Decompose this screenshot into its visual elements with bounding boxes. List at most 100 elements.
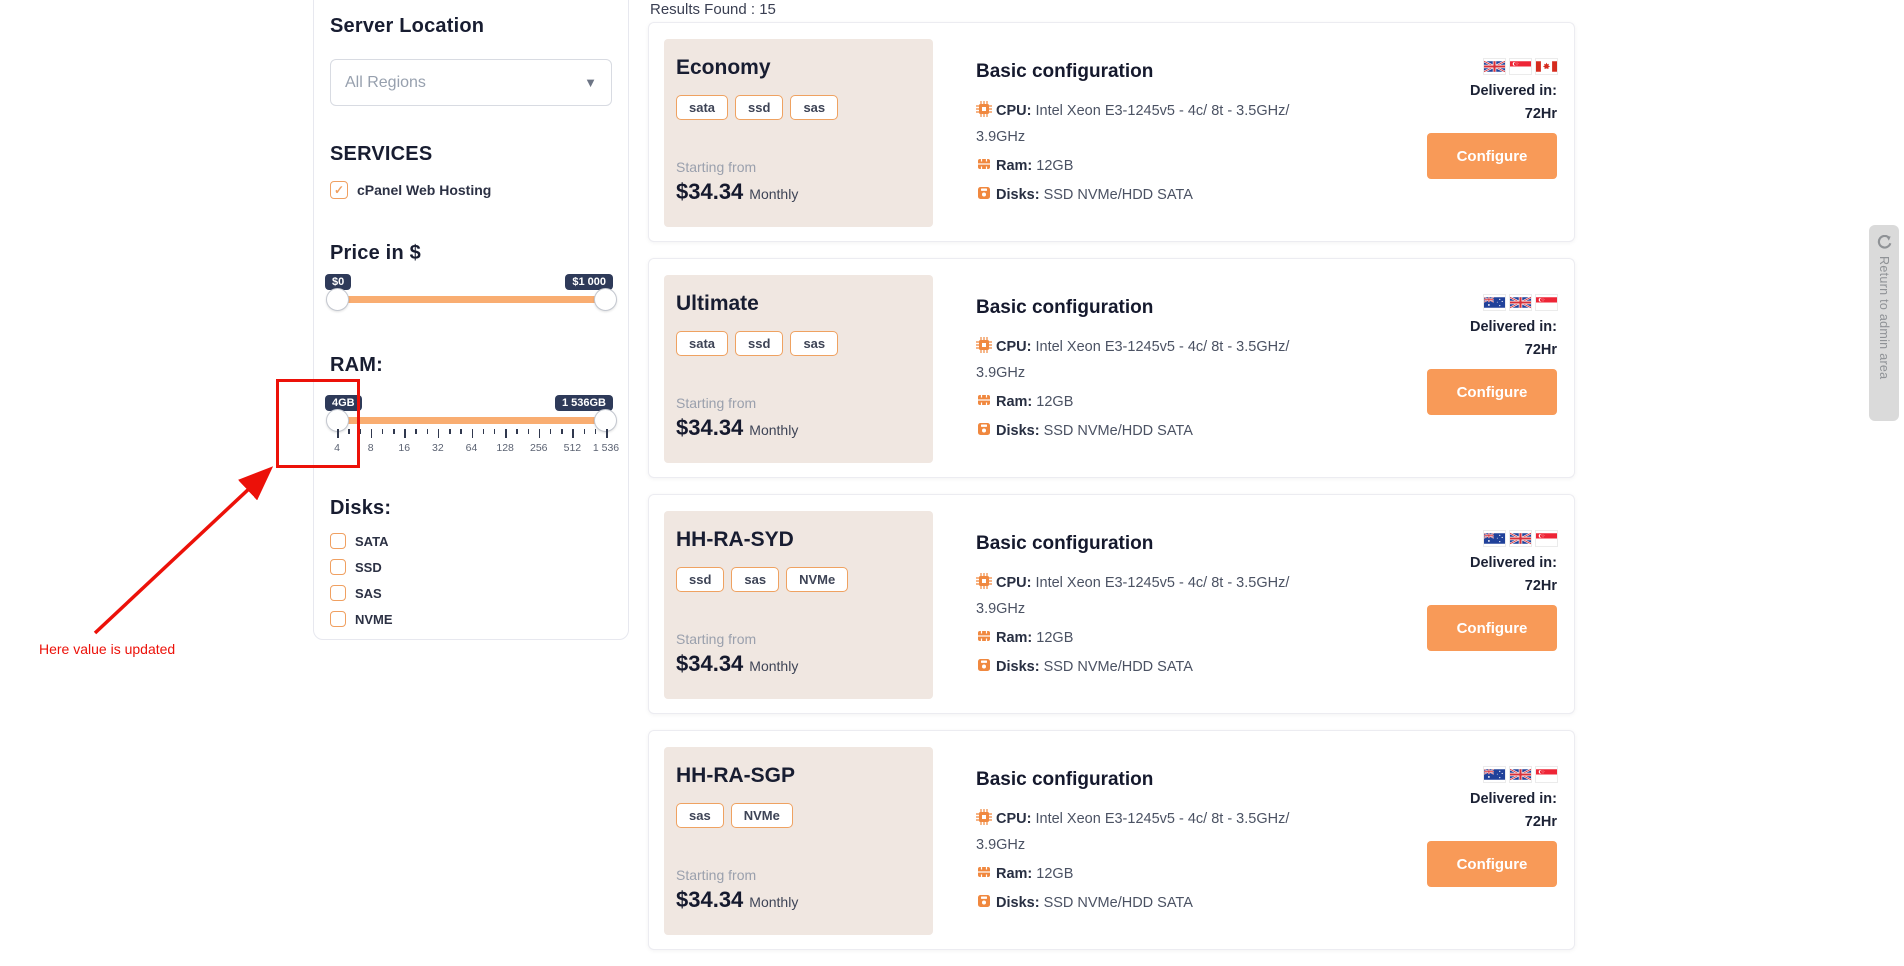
- plan-config-column: Basic configuration CPU: Intel Xeon E3-1…: [976, 533, 1328, 683]
- disk-icon: [976, 420, 992, 435]
- slider-tick-label: 128: [496, 442, 514, 454]
- checkbox-empty-icon[interactable]: [330, 533, 346, 549]
- return-tab-label: Return to admin area: [1877, 256, 1891, 380]
- price-slider-handle-min[interactable]: [326, 288, 349, 311]
- price-slider-track[interactable]: [337, 296, 606, 303]
- spec-disks: Disks: SSD NVMe/HDD SATA: [976, 182, 1328, 208]
- slider-tick: [505, 429, 507, 438]
- disk-option-ssd[interactable]: SSD: [330, 559, 612, 575]
- slider-minor-tick: [449, 429, 451, 434]
- plan-card-hh-ra-sgp: HH-RA-SGP sas NVMe Starting from $34.34 M…: [648, 730, 1575, 950]
- return-to-admin-tab[interactable]: Return to admin area: [1869, 225, 1899, 421]
- ram-icon: [976, 627, 992, 641]
- disk-option-sata[interactable]: SATA: [330, 533, 612, 549]
- disk-icon: [976, 656, 992, 671]
- disk-icon: [976, 892, 992, 907]
- cpu-label: CPU:: [996, 575, 1032, 591]
- plan-tags: sata ssd sas: [676, 95, 921, 120]
- plan-summary-panel: HH-RA-SGP sas NVMe Starting from $34.34 M…: [664, 747, 933, 935]
- delivered-label: Delivered in:: [1469, 791, 1557, 807]
- plan-tag: ssd: [735, 95, 784, 120]
- plan-price: $34.34: [676, 651, 744, 676]
- disk-option-label: SATA: [355, 533, 389, 549]
- spec-ram: Ram: 12GB: [976, 861, 1328, 887]
- checkbox-empty-icon[interactable]: [330, 611, 346, 627]
- services-title: SERVICES: [330, 143, 433, 165]
- ram-min-badge: 4GB: [325, 395, 362, 411]
- price-max-badge: $1 000: [565, 274, 613, 290]
- plan-action-column: Delivered in: 72Hr Configure: [1427, 531, 1557, 651]
- flag-uk-icon: [1509, 295, 1532, 310]
- region-dropdown[interactable]: All Regions ▼: [330, 59, 612, 106]
- checkbox-empty-icon[interactable]: [330, 559, 346, 575]
- price-slider-handle-max[interactable]: [594, 288, 617, 311]
- plan-action-column: Delivered in: 72Hr Configure: [1427, 295, 1557, 415]
- ram-slider-handle-max[interactable]: [594, 409, 617, 432]
- plan-tag: sata: [676, 331, 729, 356]
- slider-tick-label: 64: [465, 442, 478, 454]
- starting-from-label: Starting from: [676, 867, 757, 883]
- checkbox-empty-icon[interactable]: [330, 585, 346, 601]
- slider-minor-tick: [460, 429, 462, 434]
- configure-button[interactable]: Configure: [1427, 133, 1557, 179]
- plan-summary-panel: Ultimate sata ssd sas Starting from $34.34…: [664, 275, 933, 463]
- chevron-down-icon: ▼: [584, 75, 597, 90]
- flag-uk-icon: [1483, 59, 1506, 74]
- slider-tick: [404, 429, 406, 438]
- plan-price-row: $34.34 Monthly: [676, 415, 798, 441]
- flag-australia-icon: [1483, 295, 1505, 310]
- plan-tag: sata: [676, 95, 729, 120]
- cpu-label: CPU:: [996, 339, 1032, 355]
- plan-tag: sas: [790, 331, 839, 356]
- slider-tick-label: 1 536: [592, 442, 620, 454]
- disk-option-label: NVME: [355, 611, 393, 627]
- plan-card-ultimate: Ultimate sata ssd sas Starting from $34.34…: [648, 258, 1575, 478]
- slider-minor-tick: [583, 429, 586, 434]
- disk-option-sas[interactable]: SAS: [330, 585, 612, 601]
- disks-value: SSD NVMe/HDD SATA: [1043, 187, 1193, 203]
- ram-filter-title: RAM:: [330, 354, 384, 376]
- plan-action-column: Delivered in: 72Hr Configure: [1427, 59, 1557, 179]
- cpu-label: CPU:: [996, 811, 1032, 827]
- spec-ram: Ram: 12GB: [976, 153, 1328, 179]
- location-flags: [1483, 531, 1557, 546]
- plan-tag: ssd: [735, 331, 784, 356]
- service-cpanel-label: cPanel Web Hosting: [357, 182, 492, 198]
- slider-tick: [471, 429, 473, 438]
- delivered-label: Delivered in:: [1469, 319, 1557, 335]
- plan-config-column: Basic configuration CPU: Intel Xeon E3-1…: [976, 769, 1328, 919]
- annotation-arrow: [93, 466, 274, 635]
- price-slider: $0 $1 000: [325, 274, 617, 320]
- disk-option-nvme[interactable]: NVME: [330, 611, 612, 627]
- cpu-label: CPU:: [996, 103, 1032, 119]
- checkbox-checked-icon[interactable]: ✓: [330, 181, 348, 199]
- disks-value: SSD NVMe/HDD SATA: [1043, 659, 1193, 675]
- price-filter-title: Price in $: [330, 242, 421, 264]
- configure-button[interactable]: Configure: [1427, 841, 1557, 887]
- spec-cpu: CPU: Intel Xeon E3-1245v5 - 4c/ 8t - 3.5…: [976, 570, 1328, 622]
- service-cpanel-row[interactable]: ✓ cPanel Web Hosting: [330, 181, 612, 199]
- ram-value: 12GB: [1036, 394, 1074, 410]
- plan-tag: NVMe: [786, 567, 849, 592]
- ram-slider-scale: 4 8 16 32 64 128 256 512 1 536: [334, 429, 619, 459]
- delivered-value: 72Hr: [1524, 814, 1557, 830]
- configure-button[interactable]: Configure: [1427, 605, 1557, 651]
- configure-button[interactable]: Configure: [1427, 369, 1557, 415]
- plan-card-economy: Economy sata ssd sas Starting from $34.34 …: [648, 22, 1575, 242]
- plan-tag: ssd: [676, 567, 725, 592]
- spec-cpu: CPU: Intel Xeon E3-1245v5 - 4c/ 8t - 3.5…: [976, 98, 1328, 150]
- plan-config-column: Basic configuration CPU: Intel Xeon E3-1…: [976, 297, 1328, 447]
- config-title: Basic configuration: [976, 297, 1154, 318]
- ram-slider-track[interactable]: [337, 417, 606, 424]
- region-dropdown-value: All Regions: [345, 73, 426, 91]
- starting-from-label: Starting from: [676, 159, 757, 175]
- slider-minor-tick: [594, 429, 597, 434]
- plan-action-column: Delivered in: 72Hr Configure: [1427, 767, 1557, 887]
- delivered-value: 72Hr: [1524, 578, 1557, 594]
- location-flags: [1483, 767, 1557, 782]
- slider-minor-tick: [426, 429, 429, 434]
- plan-card-hh-ra-syd: HH-RA-SYD ssd sas NVMe Starting from $34.3…: [648, 494, 1575, 714]
- slider-tick: [337, 429, 339, 438]
- ram-value: 12GB: [1036, 630, 1074, 646]
- plan-tag: sas: [731, 567, 780, 592]
